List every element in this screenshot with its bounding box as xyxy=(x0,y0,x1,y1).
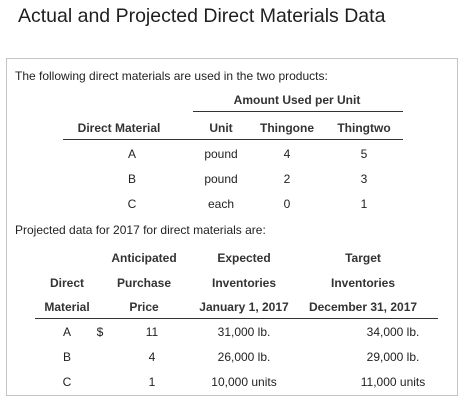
material-cell: C xyxy=(127,197,137,211)
unit-cell: pound xyxy=(204,172,238,186)
material-cell: B xyxy=(127,172,137,186)
material-header: Material xyxy=(44,300,90,314)
unit-cell: pound xyxy=(204,147,238,161)
thingone-header: Thingone xyxy=(260,121,314,135)
material-cell: B xyxy=(62,350,72,364)
page-title: Actual and Projected Direct Materials Da… xyxy=(18,5,386,27)
material-cell: C xyxy=(62,375,72,389)
unit-header: Unit xyxy=(209,121,233,135)
amount-used-rule xyxy=(193,111,403,112)
thingtwo-header: Thingtwo xyxy=(337,121,391,135)
thingone-cell: 0 xyxy=(283,197,291,211)
table1-intro: The following direct materials are used … xyxy=(15,69,328,83)
price-cell: 4 xyxy=(148,350,156,364)
thingtwo-cell: 1 xyxy=(360,197,368,211)
thingtwo-cell: 3 xyxy=(360,172,368,186)
unit-cell: each xyxy=(207,197,235,211)
expected-header: Expected xyxy=(217,251,271,265)
direct-material-header: Direct Material xyxy=(77,121,161,135)
january-cell: 10,000 units xyxy=(211,375,277,389)
january-cell: 31,000 lb. xyxy=(217,325,271,339)
december-cell: 11,000 units xyxy=(360,375,426,389)
target-header: Target xyxy=(345,251,381,265)
content-panel: The following direct materials are used … xyxy=(6,58,458,396)
price-header: Price xyxy=(129,300,159,314)
currency-symbol: $ xyxy=(96,325,104,339)
purchase-header: Purchase xyxy=(116,276,172,290)
thingtwo-cell: 5 xyxy=(360,147,368,161)
material-cell: A xyxy=(62,325,72,339)
expected-inventories-header: Inventories xyxy=(211,276,277,290)
january-cell: 26,000 lb. xyxy=(217,350,271,364)
direct-header: Direct xyxy=(49,276,85,290)
amount-used-header: Amount Used per Unit xyxy=(233,93,361,107)
december-cell: 34,000 lb. xyxy=(366,325,420,339)
price-cell: 11 xyxy=(145,325,159,339)
table1-header-rule xyxy=(63,139,403,140)
january-header: January 1, 2017 xyxy=(199,300,289,314)
anticipated-header: Anticipated xyxy=(111,251,177,265)
material-cell: A xyxy=(127,147,137,161)
december-header: December 31, 2017 xyxy=(308,300,418,314)
thingone-cell: 2 xyxy=(283,172,291,186)
thingone-cell: 4 xyxy=(283,147,291,161)
target-inventories-header: Inventories xyxy=(330,276,396,290)
table2-intro: Projected data for 2017 for direct mater… xyxy=(15,223,266,237)
table2-header-rule xyxy=(35,318,438,319)
december-cell: 29,000 lb. xyxy=(366,350,420,364)
price-cell: 1 xyxy=(148,375,156,389)
